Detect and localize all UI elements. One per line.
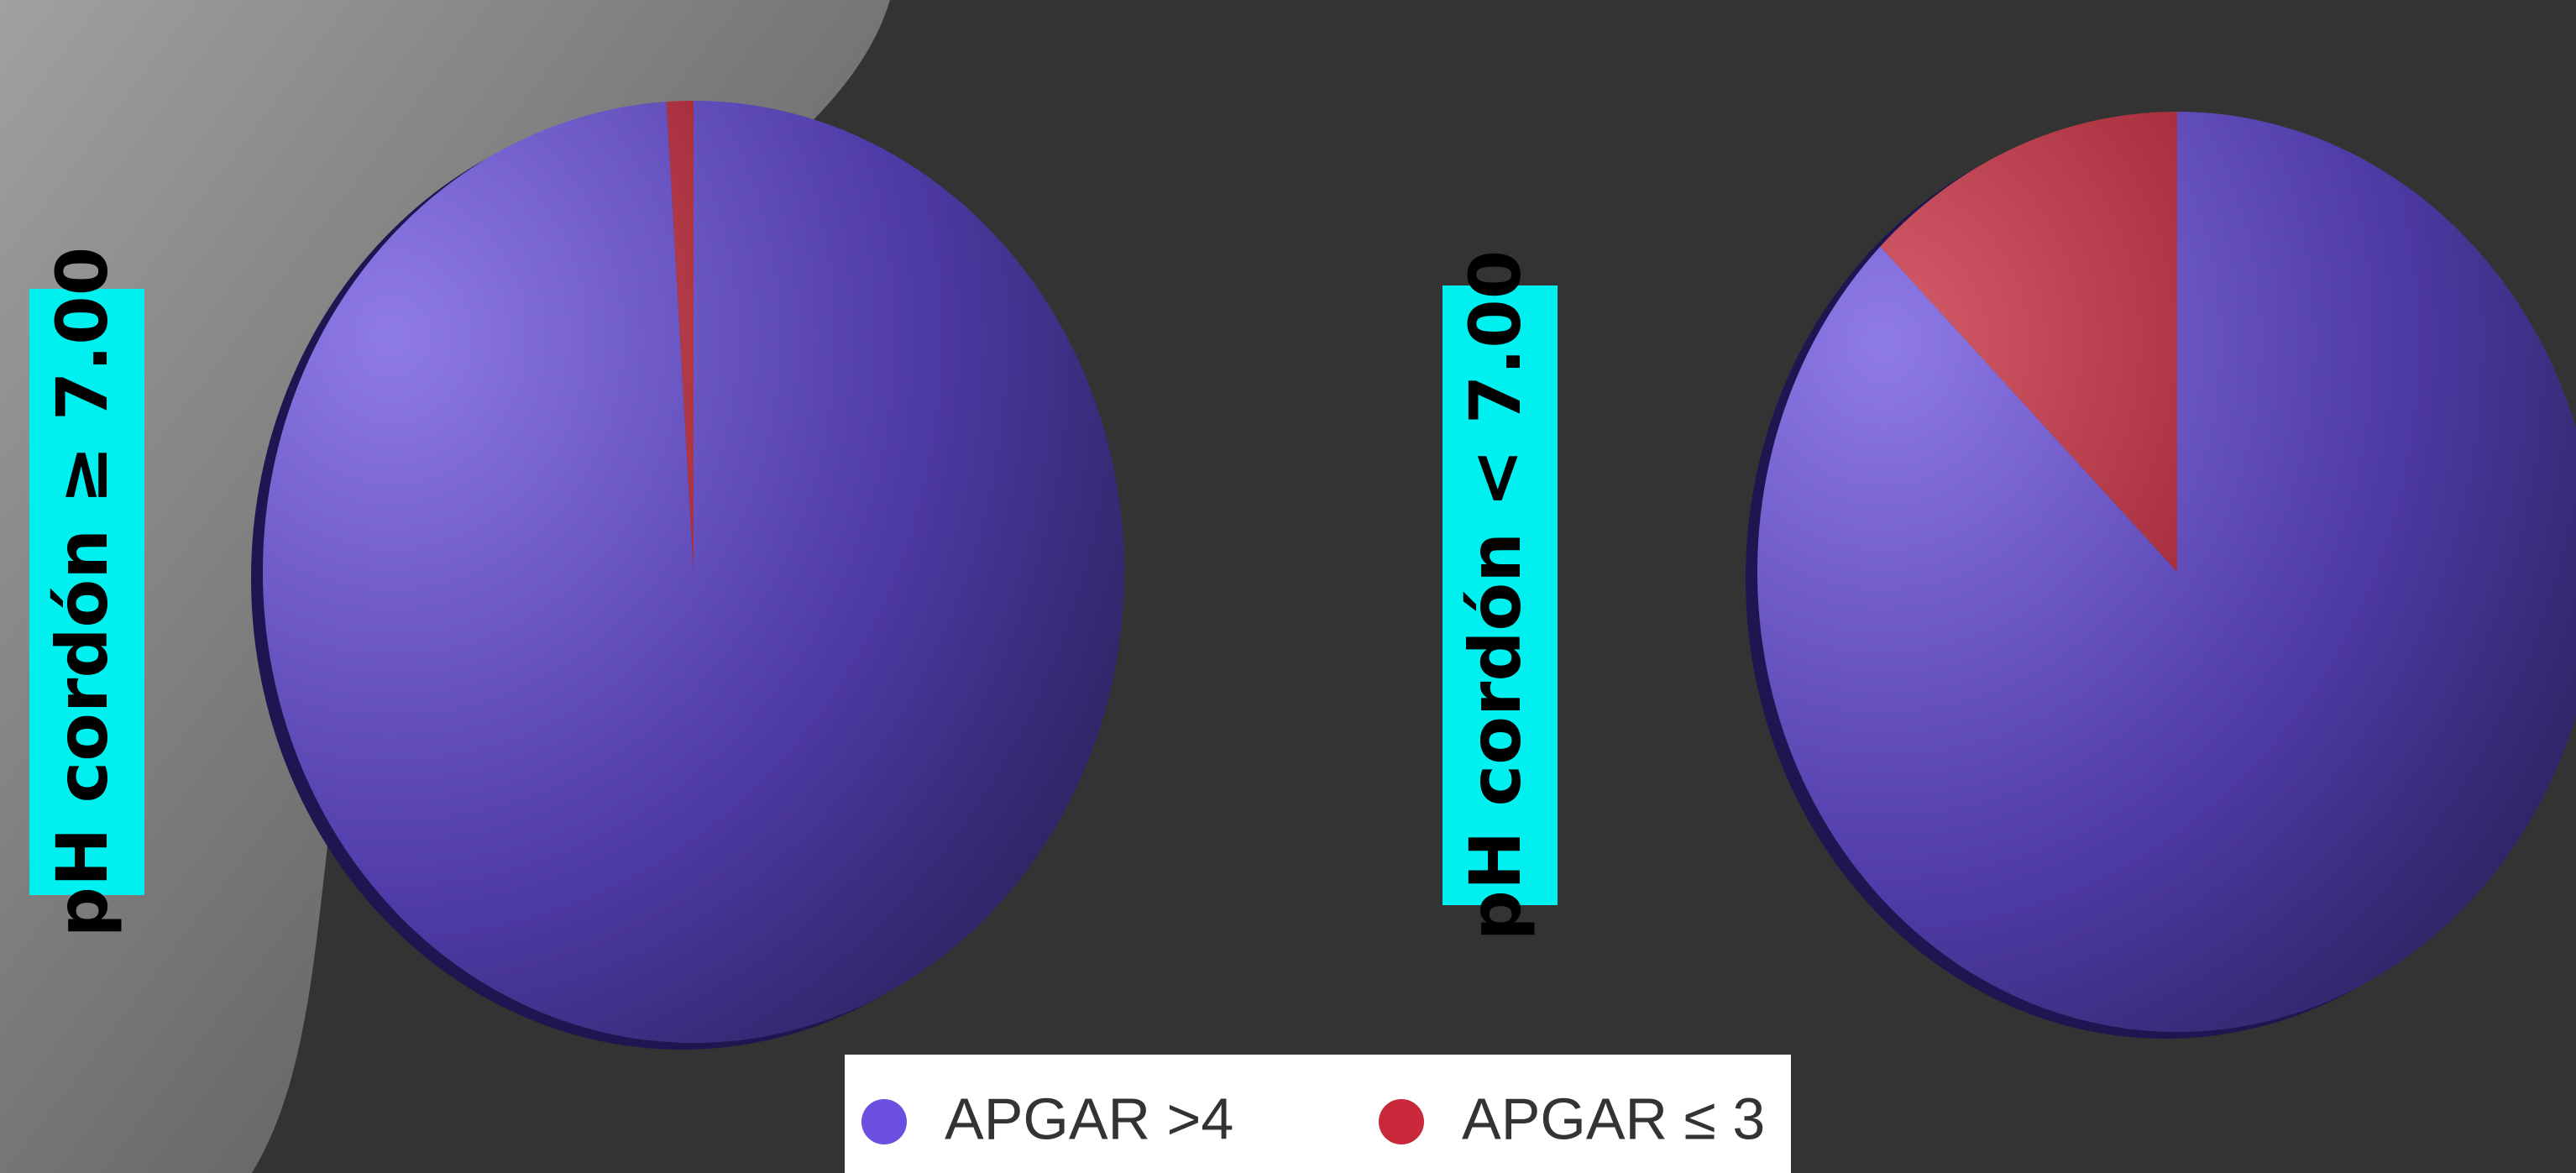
legend-marker: [1379, 1099, 1424, 1144]
pie-title: pH cordón ≥ 7.00: [41, 247, 123, 937]
legend-label: APGAR >4: [945, 1086, 1233, 1151]
legend: [845, 1055, 1791, 1173]
pie-title: pH cordón < 7.00: [1454, 250, 1537, 940]
legend-label: APGAR ≤ 3: [1462, 1086, 1765, 1151]
background-photo: [0, 0, 890, 1173]
label-box: [29, 289, 144, 895]
legend-marker: [861, 1099, 907, 1144]
label-box: [1442, 285, 1558, 905]
